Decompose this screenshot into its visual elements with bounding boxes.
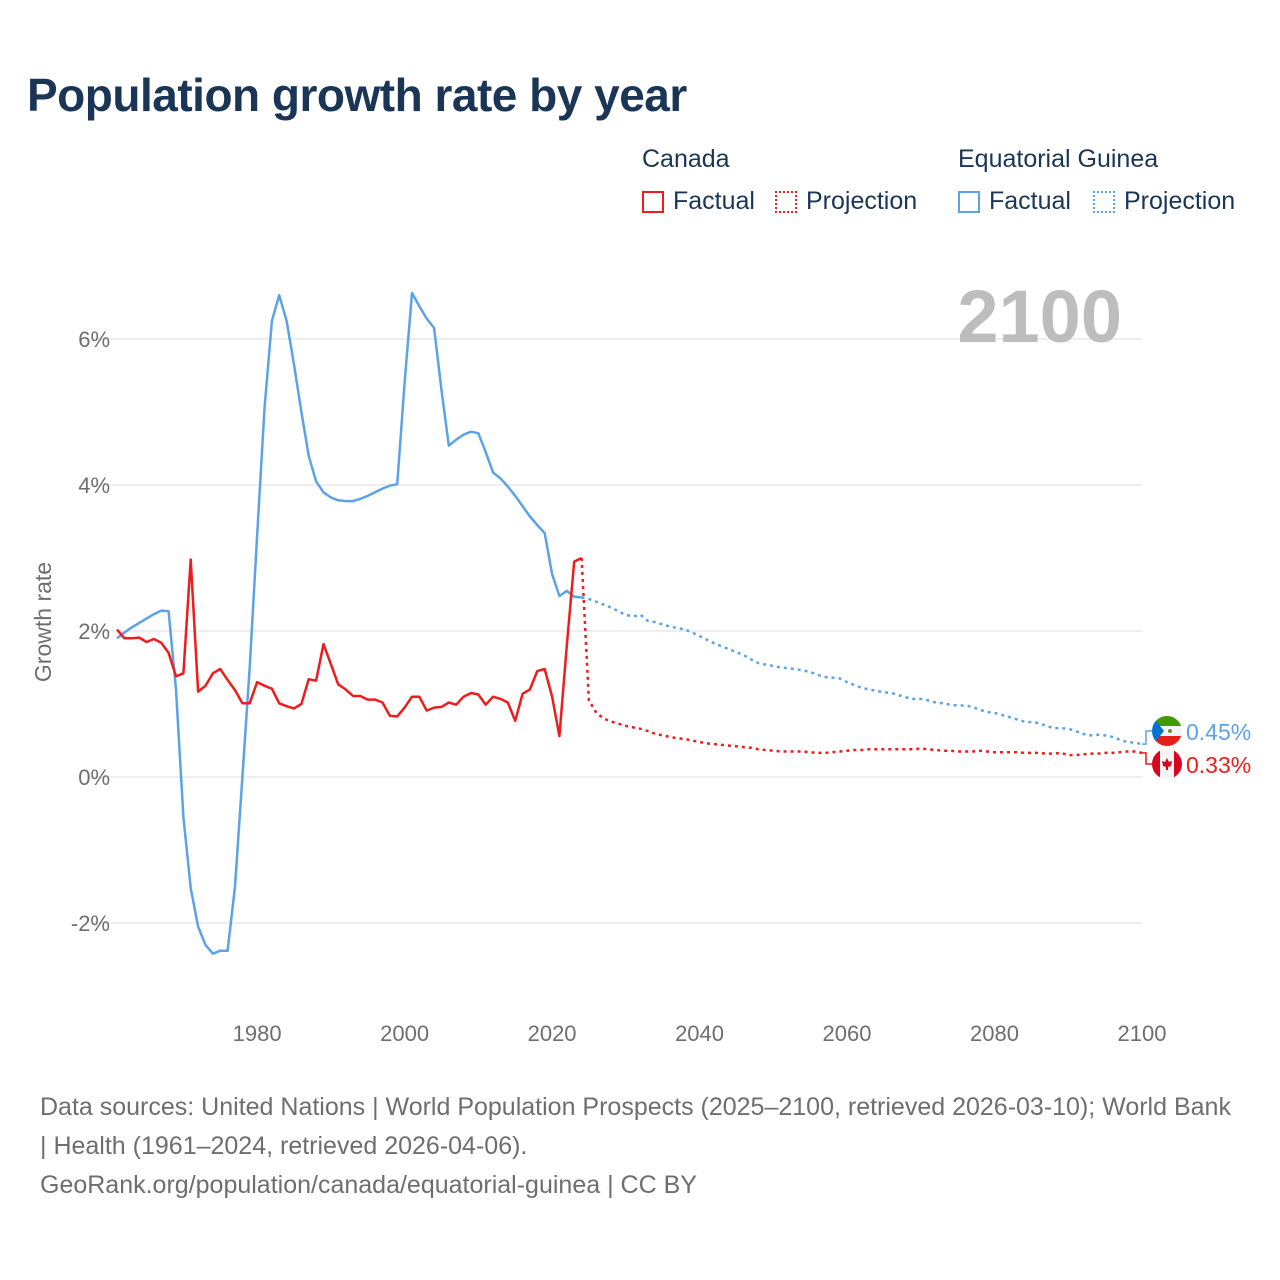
flag-bar-right <box>1174 749 1182 779</box>
legend-item-factual[interactable]: Factual <box>642 187 755 216</box>
y-axis-label: Growth rate <box>30 562 56 682</box>
footer: Data sources: United Nations | World Pop… <box>40 1088 1240 1205</box>
x-tick-label: 2060 <box>823 1021 872 1046</box>
flag-stripe-red <box>1152 736 1182 746</box>
gridlines <box>90 338 1142 924</box>
y-tick-label: -2% <box>71 911 110 936</box>
maple-leaf <box>1162 758 1172 770</box>
end-label-connector <box>1142 752 1152 765</box>
page-title: Population growth rate by year <box>27 69 687 121</box>
data-sources: Data sources: United Nations | World Pop… <box>40 1093 1231 1160</box>
current-year-label: 2100 <box>957 275 1122 358</box>
series-lines <box>116 291 1143 955</box>
legend-title: Canada <box>642 145 730 173</box>
legend-title: Equatorial Guinea <box>958 145 1159 173</box>
x-tick-label: 1980 <box>233 1021 282 1046</box>
legend-swatch-solid <box>642 190 664 213</box>
legend-item-projection[interactable]: Projection <box>775 187 917 216</box>
end-value-label: 0.45% <box>1186 719 1251 745</box>
x-tick-label: 2100 <box>1118 1021 1167 1046</box>
credit-link[interactable]: GeoRank.org/population/canada/equatorial… <box>40 1171 697 1199</box>
equatorial-guinea-flag-icon <box>1152 716 1182 746</box>
x-tick-label: 2020 <box>528 1021 577 1046</box>
series-factual-equatorial-guinea <box>116 291 582 955</box>
x-ticks: 1980 2000 2020 2040 2060 2080 2100 <box>233 1021 1167 1046</box>
legend-item-factual[interactable]: Factual <box>958 187 1071 216</box>
x-tick-label: 2040 <box>675 1021 724 1046</box>
flag-triangle <box>1152 716 1164 746</box>
flag-bar-left <box>1152 749 1160 779</box>
legend-item-projection[interactable]: Projection <box>1093 187 1235 216</box>
legend-swatch-dotted <box>775 190 797 213</box>
flag-emblem <box>1168 729 1172 733</box>
legend-swatch-dotted <box>1093 190 1115 213</box>
flag-body <box>1152 749 1182 779</box>
x-tick-label: 2000 <box>380 1021 429 1046</box>
y-tick-label: 2% <box>78 619 110 644</box>
legend-label: Factual <box>989 187 1071 215</box>
legend-label: Projection <box>1124 187 1236 215</box>
y-ticks: -2% 0% 2% 4% 6% <box>71 327 110 936</box>
series-factual-canada <box>116 556 583 738</box>
flag-stripe-white <box>1152 726 1182 736</box>
legend-swatch-solid <box>958 190 980 213</box>
legend-label: Factual <box>673 187 755 215</box>
x-tick-label: 2080 <box>970 1021 1019 1046</box>
end-label-connector <box>1142 730 1152 745</box>
series-projection-canada <box>580 557 1143 757</box>
y-tick-label: 4% <box>78 473 110 498</box>
end-labels: 0.33% 0.45% <box>1142 716 1251 779</box>
legend-label: Projection <box>806 187 918 215</box>
flag-body <box>1152 716 1182 746</box>
y-tick-label: 6% <box>78 327 110 352</box>
series-projection-equatorial-guinea <box>581 596 1143 746</box>
flag-stripe-green <box>1152 716 1182 726</box>
canada-flag-icon <box>1152 749 1182 779</box>
end-value-label: 0.33% <box>1186 752 1251 778</box>
y-tick-label: 0% <box>78 765 110 790</box>
